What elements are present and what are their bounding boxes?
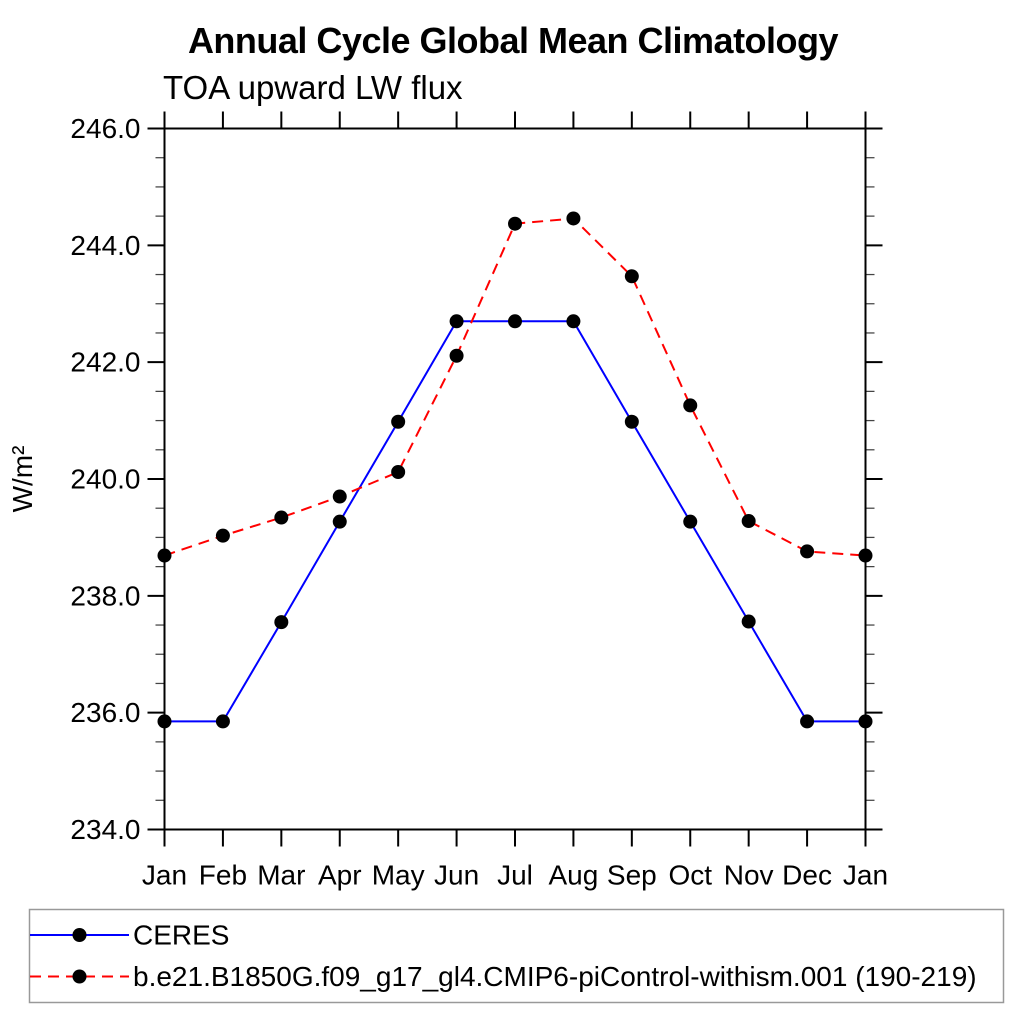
- data-point-marker: [566, 211, 581, 226]
- y-tick-label: 236.0: [70, 697, 140, 728]
- data-point-marker: [391, 464, 406, 479]
- data-point-marker: [391, 414, 406, 429]
- data-point-marker: [800, 544, 815, 559]
- data-point-marker: [215, 528, 230, 543]
- x-tick-label: Jan: [843, 860, 888, 891]
- x-tick-label: Feb: [199, 860, 247, 891]
- legend-marker: [72, 928, 87, 942]
- x-tick-label: Aug: [549, 860, 599, 891]
- y-tick-label: 240.0: [70, 464, 140, 495]
- data-point-marker: [449, 348, 464, 363]
- y-tick-label: 244.0: [70, 230, 140, 261]
- y-axis-label: W/m²: [7, 446, 38, 513]
- data-point-marker: [157, 548, 172, 563]
- y-tick-label: 242.0: [70, 347, 140, 378]
- x-tick-label: Apr: [318, 860, 362, 891]
- legend: CERES b.e21.B1850G.f09_g17_gl4.CMIP6-piCo…: [30, 920, 977, 992]
- chart-title: Annual Cycle Global Mean Climatology: [188, 20, 839, 61]
- data-point-marker: [274, 615, 289, 630]
- legend-label: b.e21.B1850G.f09_g17_gl4.CMIP6-piControl…: [133, 961, 977, 992]
- x-tick-label: Oct: [668, 860, 712, 891]
- data-point-marker: [624, 414, 639, 429]
- data-point-marker: [741, 514, 756, 529]
- data-series: [157, 211, 873, 729]
- data-point-marker: [683, 514, 698, 529]
- y-tick-label: 234.0: [70, 814, 140, 845]
- data-point-marker: [741, 614, 756, 629]
- x-tick-label: Mar: [257, 860, 305, 891]
- data-point-marker: [449, 314, 464, 329]
- data-point-marker: [858, 714, 873, 729]
- x-tick-label: Jul: [497, 860, 533, 891]
- data-point-marker: [858, 548, 873, 563]
- x-tick-label: Jan: [142, 860, 187, 891]
- data-point-marker: [508, 216, 522, 231]
- legend-marker: [72, 969, 87, 984]
- legend-box: [28, 908, 1005, 1004]
- x-tick-label: Sep: [607, 860, 657, 891]
- series-line-model: [164, 217, 866, 557]
- legend-label: CERES: [133, 920, 229, 951]
- x-tick-label: May: [372, 860, 425, 891]
- data-point-marker: [274, 510, 289, 525]
- x-tick-label: Jun: [434, 860, 479, 891]
- data-point-marker: [157, 714, 172, 729]
- y-tick-label: 238.0: [70, 580, 140, 611]
- data-point-marker: [508, 314, 522, 329]
- chart-subtitle: TOA upward LW flux: [163, 69, 463, 106]
- x-tick-label: Dec: [782, 860, 832, 891]
- data-point-marker: [683, 398, 698, 413]
- data-point-marker: [332, 514, 347, 529]
- x-tick-label: Nov: [724, 860, 774, 891]
- y-tick-label: 246.0: [70, 113, 140, 144]
- data-point-marker: [800, 714, 815, 729]
- plot-frame: [163, 127, 867, 831]
- data-point-marker: [215, 714, 230, 729]
- data-point-marker: [566, 314, 581, 329]
- data-point-marker: [332, 489, 347, 504]
- data-point-marker: [624, 269, 639, 284]
